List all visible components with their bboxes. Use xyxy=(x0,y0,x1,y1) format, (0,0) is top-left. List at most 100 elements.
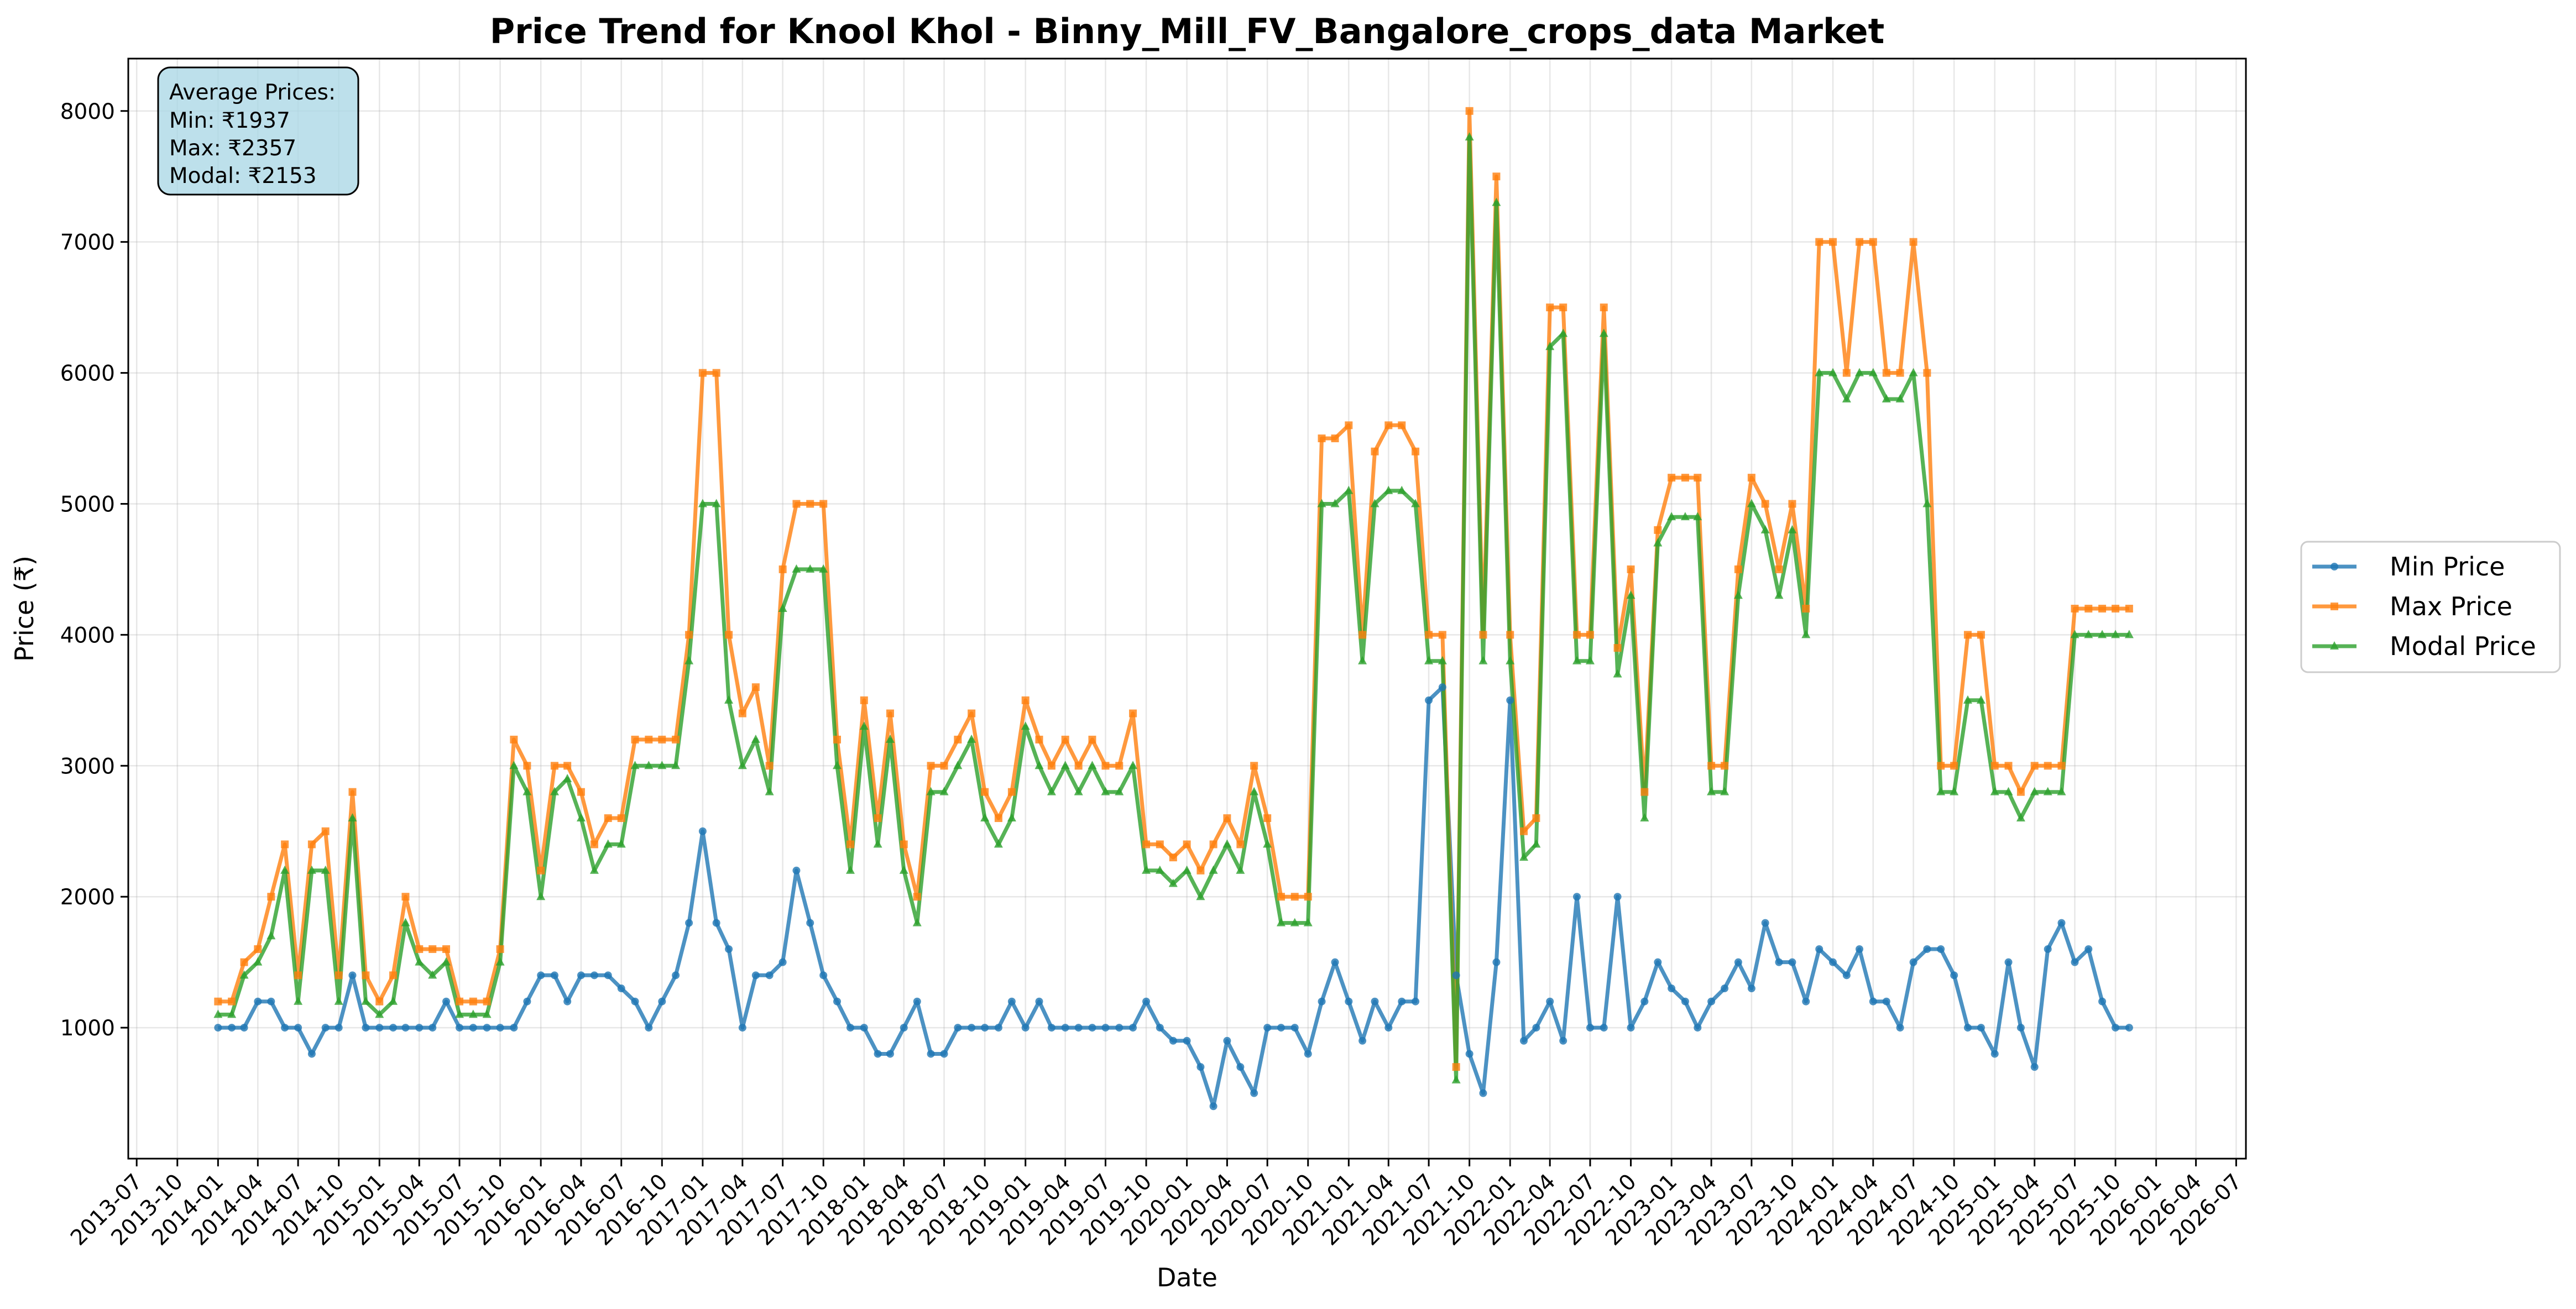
modal-price-point xyxy=(1653,538,1663,547)
max-price-point xyxy=(240,958,248,966)
modal-price-point xyxy=(1760,525,1770,533)
modal-price-point xyxy=(389,996,398,1005)
min-price-point xyxy=(833,997,841,1006)
min-price-point xyxy=(819,971,828,980)
modal-price-point xyxy=(1545,342,1555,350)
max-price-point xyxy=(738,709,746,718)
max-price-point xyxy=(1183,840,1191,849)
modal-price-point xyxy=(1060,761,1070,769)
modal-price-point xyxy=(213,1009,223,1018)
min-price-point xyxy=(2084,945,2093,953)
modal-price-point xyxy=(1196,892,1205,900)
max-price-point xyxy=(1937,762,1945,770)
min-price-point xyxy=(1747,985,1755,993)
min-price-point xyxy=(1115,1024,1124,1032)
min-price-point xyxy=(1021,1024,1030,1032)
min-price-point xyxy=(1035,997,1043,1006)
max-price-point xyxy=(496,945,504,953)
max-price-point xyxy=(617,814,625,823)
modal-price-point xyxy=(1250,787,1259,795)
legend-marker-min-price xyxy=(2331,563,2338,570)
modal-price-point xyxy=(765,787,774,795)
max-price-point xyxy=(1909,238,1917,246)
min-price-point xyxy=(1775,958,1783,966)
min-price-point xyxy=(1277,1024,1285,1032)
min-price-point xyxy=(765,971,774,980)
modal-price-point xyxy=(1922,499,1932,507)
min-price-point xyxy=(1290,1024,1299,1032)
max-price-point xyxy=(456,997,464,1006)
max-price-point xyxy=(1465,107,1474,115)
modal-price-point xyxy=(334,996,343,1005)
max-price-point xyxy=(1398,421,1406,430)
min-price-point xyxy=(1802,997,1810,1006)
modal-price-point xyxy=(1990,787,1999,795)
min-price-point xyxy=(1613,893,1622,901)
max-price-point xyxy=(1761,500,1769,508)
min-price-point xyxy=(2125,1024,2133,1032)
max-price-point xyxy=(1277,893,1285,901)
modal-price-point xyxy=(1317,499,1326,507)
min-price-point xyxy=(1438,683,1446,692)
min-price-point xyxy=(738,1024,746,1032)
min-price-point xyxy=(577,971,585,980)
modal-price-point xyxy=(2111,630,2120,638)
min-price-point xyxy=(913,997,921,1006)
min-price-point xyxy=(523,997,531,1006)
max-price-point xyxy=(1452,1063,1460,1071)
modal-price-point xyxy=(1680,512,1690,521)
max-price-point xyxy=(792,500,801,508)
min-price-point xyxy=(537,971,545,980)
max-price-point xyxy=(294,971,302,980)
min-price-point xyxy=(940,1050,948,1058)
modal-price-point xyxy=(576,813,586,822)
min-price-point xyxy=(1815,945,1823,953)
modal-price-point xyxy=(307,865,316,874)
min-price-point xyxy=(1169,1036,1177,1045)
max-price-point xyxy=(1600,303,1608,312)
modal-price-point xyxy=(348,813,357,822)
modal-price-point xyxy=(1209,865,1218,874)
min-price-point xyxy=(900,1024,908,1032)
y-axis-label: Price (₹) xyxy=(9,556,39,662)
modal-price-point xyxy=(1855,368,1864,376)
min-price-point xyxy=(1263,1024,1272,1032)
modal-price-point xyxy=(1519,852,1529,861)
min-price-point xyxy=(631,997,639,1006)
min-price-point xyxy=(1882,997,1890,1006)
max-price-point xyxy=(1047,762,1056,770)
max-price-point xyxy=(550,762,558,770)
modal-price-point xyxy=(267,931,276,940)
modal-price-point xyxy=(2084,630,2093,638)
modal-price-point xyxy=(1478,656,1488,664)
max-price-point xyxy=(1236,840,1245,849)
min-price-point xyxy=(1398,997,1406,1006)
modal-price-point xyxy=(1182,865,1192,874)
modal-price-point xyxy=(1909,368,1918,376)
modal-price-point xyxy=(401,918,410,926)
min-price-point xyxy=(550,971,558,980)
legend-item-modal-price: Modal Price xyxy=(2312,631,2536,661)
modal-price-point xyxy=(280,865,290,874)
annotation-modal: Modal: ₹2153 xyxy=(169,164,317,189)
min-price-point xyxy=(254,997,262,1006)
min-price-point xyxy=(1304,1050,1312,1058)
modal-price-point xyxy=(912,918,922,926)
annotation-heading: Average Prices: xyxy=(169,80,336,105)
modal-price-point xyxy=(375,1009,384,1018)
min-price-point xyxy=(1694,1024,1702,1032)
min-price-point xyxy=(1061,1024,1069,1032)
modal-price-point xyxy=(819,564,828,573)
min-price-point xyxy=(1909,958,1917,966)
modal-price-point xyxy=(2098,630,2107,638)
modal-price-point xyxy=(1034,761,1044,769)
modal-price-point xyxy=(1236,865,1245,874)
max-price-point xyxy=(2057,762,2066,770)
modal-price-point xyxy=(1465,132,1474,141)
max-price-point xyxy=(1640,788,1649,796)
modal-price-point xyxy=(1492,197,1501,206)
max-price-point xyxy=(712,369,720,377)
modal-price-point xyxy=(1263,839,1272,848)
annotation-box xyxy=(157,66,359,196)
modal-price-point xyxy=(1733,590,1743,599)
